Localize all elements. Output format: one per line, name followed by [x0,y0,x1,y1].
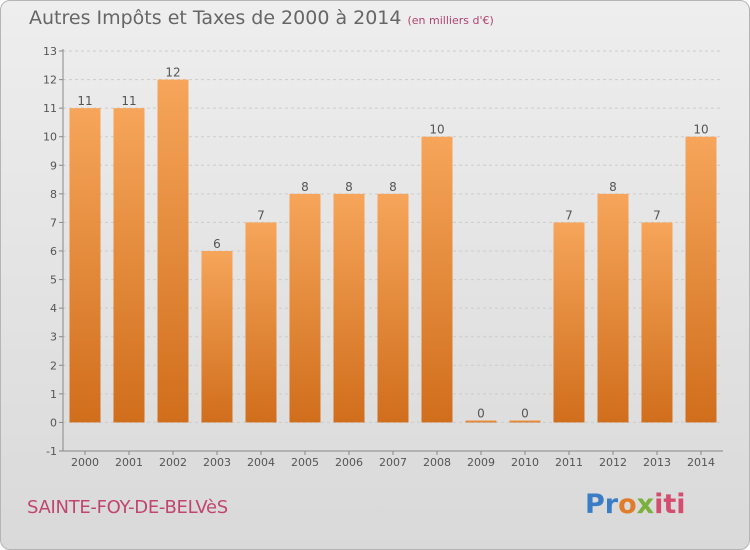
x-tick-label: 2011 [555,456,583,469]
data-label: 11 [77,94,92,108]
location-label: SAINTE-FOY-DE-BELVèS [27,497,228,518]
bar-2013 [641,222,673,423]
y-tick-label: 8 [50,188,57,201]
y-tick-label: 4 [50,302,57,315]
y-tick-label: 13 [43,45,57,58]
y-tick-label: 9 [50,159,57,172]
bar-2008 [421,136,453,423]
data-label: 8 [609,180,617,194]
y-tick-label: 2 [50,359,57,372]
brand-logo: Proxiti [585,489,686,520]
bar-2003 [201,251,233,423]
data-label: 8 [345,180,353,194]
bar-2004 [245,222,277,423]
bar-2002 [157,79,189,423]
data-label: 8 [389,180,397,194]
y-tick-label: 0 [50,416,57,429]
data-label: 10 [693,123,708,137]
bar-2000 [69,108,101,423]
y-tick-label: 1 [50,388,57,401]
chart-title-text: Autres Impôts et Taxes de 2000 à 2014 [29,7,402,29]
bar-2005 [289,193,321,423]
bar-2010 [509,420,541,423]
y-tick-label: -1 [46,445,57,458]
x-tick-label: 2000 [71,456,99,469]
y-tick-label: 6 [50,245,57,258]
x-tick-label: 2006 [335,456,363,469]
data-label: 7 [257,208,265,222]
y-tick-label: 5 [50,274,57,287]
y-tick-label: 7 [50,216,57,229]
bar-2011 [553,222,585,423]
bar-2007 [377,193,409,423]
x-tick-label: 2007 [379,456,407,469]
bar-2012 [597,193,629,423]
data-label: 10 [429,123,444,137]
x-tick-label: 2004 [247,456,275,469]
x-tick-label: 2005 [291,456,319,469]
y-tick-label: 12 [43,74,57,87]
data-label: 0 [477,406,485,420]
data-label: 8 [301,180,309,194]
y-tick-label: 11 [43,102,57,115]
bar-2014 [685,136,717,423]
data-label: 11 [121,94,136,108]
chart-subtitle: (en milliers d'€) [407,14,494,27]
data-label: 6 [213,237,221,251]
data-label: 12 [165,66,180,80]
axes [59,49,723,455]
data-label: 7 [565,208,573,222]
x-tick-label: 2012 [599,456,627,469]
x-tick-label: 2014 [687,456,715,469]
data-labels: 11 11 12 6 7 8 8 8 10 0 0 7 8 7 10 [77,66,708,421]
bars [69,79,717,423]
x-tick-label: 2010 [511,456,539,469]
y-tick-label: 10 [43,131,57,144]
x-tick-label: 2003 [203,456,231,469]
bar-2009 [465,420,497,423]
bar-2006 [333,193,365,423]
bar-2001 [113,108,145,423]
data-label: 7 [653,208,661,222]
chart-title: Autres Impôts et Taxes de 2000 à 2014 (en… [29,7,494,29]
x-tick-label: 2002 [159,456,187,469]
y-tick-label: 3 [50,331,57,344]
data-label: 0 [521,406,529,420]
x-tick-label: 2009 [467,456,495,469]
x-tick-label: 2008 [423,456,451,469]
x-tick-label: 2001 [115,456,143,469]
x-tick-label: 2013 [643,456,671,469]
x-tick-labels: 2000 2001 2002 2003 2004 2005 2006 2007 2008 2009… [71,456,715,469]
